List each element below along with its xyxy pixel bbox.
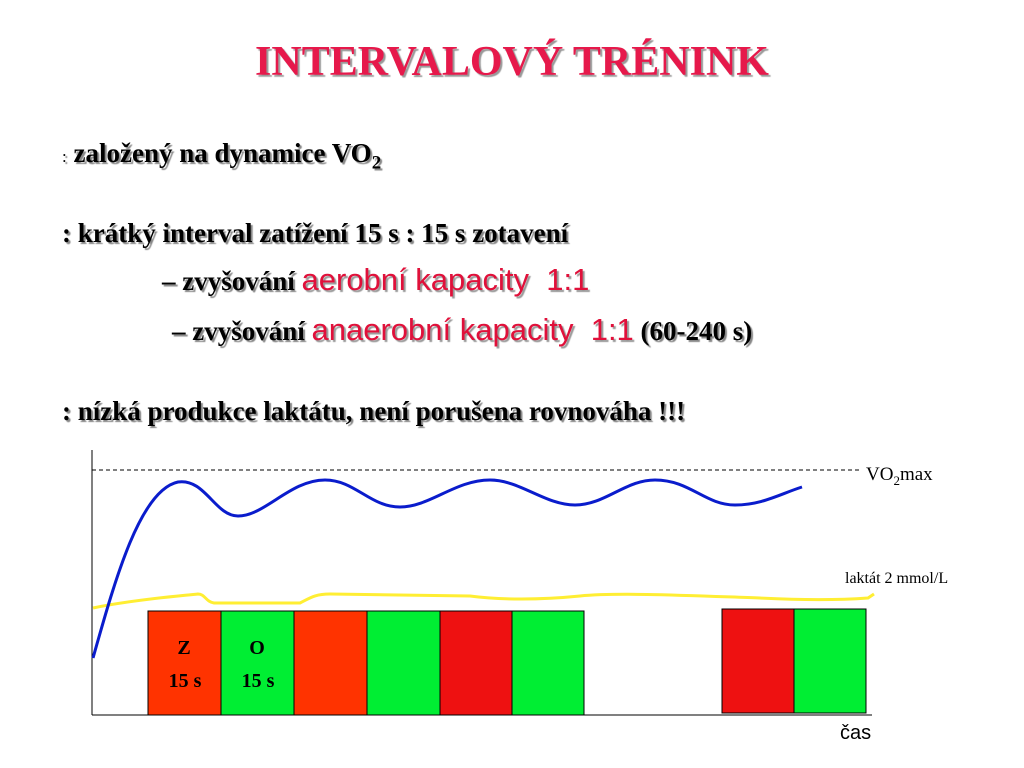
rest-block bbox=[793, 608, 867, 714]
bullet-line: : krátký interval zatížení 15 s : 15 s z… bbox=[62, 218, 569, 248]
subscript: 2 bbox=[371, 152, 382, 174]
bullet-line: : založený na dynamice VO2 bbox=[62, 138, 381, 174]
bullet-prefix: : bbox=[62, 147, 67, 166]
lactate-label: laktát 2 mmol/L bbox=[845, 570, 948, 587]
bullet-line: – zvyšování aerobní kapacity 1:1 bbox=[162, 262, 589, 298]
load-block bbox=[721, 608, 795, 714]
vo2-curve bbox=[91, 478, 803, 659]
x-axis-label: čas bbox=[840, 722, 871, 744]
bullet-suffix: (60-240 s) bbox=[640, 316, 753, 346]
subscript: 2 bbox=[893, 473, 900, 488]
bullet-prefix: – zvyšování bbox=[162, 266, 295, 296]
lactate-curve bbox=[92, 592, 875, 610]
load-block bbox=[293, 610, 368, 716]
load-block bbox=[147, 610, 222, 716]
rest-block bbox=[220, 610, 295, 716]
load-block bbox=[439, 610, 513, 716]
block-label: Z bbox=[177, 637, 190, 659]
block-label: O bbox=[249, 637, 265, 659]
bullet-line: : nízká produkce laktátu, není porušena … bbox=[62, 396, 686, 426]
title: INTERVALOVÝ TRÉNINK bbox=[255, 39, 769, 85]
block-duration: 15 s bbox=[242, 670, 275, 692]
highlight: aerobní kapacity 1:1 bbox=[301, 262, 590, 297]
label-suffix: max bbox=[900, 464, 933, 485]
highlight: anaerobní kapacity 1:1 bbox=[311, 312, 634, 347]
rest-block bbox=[511, 610, 585, 716]
block-duration: 15 s bbox=[169, 670, 202, 692]
bullet-text: založený na dynamice VO bbox=[73, 138, 372, 168]
bullet-line: – zvyšování anaerobní kapacity 1:1 (60-2… bbox=[172, 312, 752, 348]
vo2max-label: VO2max bbox=[866, 464, 933, 488]
bullet-prefix: – zvyšování bbox=[172, 316, 305, 346]
label-text: VO bbox=[866, 464, 893, 485]
rest-block bbox=[366, 610, 441, 716]
